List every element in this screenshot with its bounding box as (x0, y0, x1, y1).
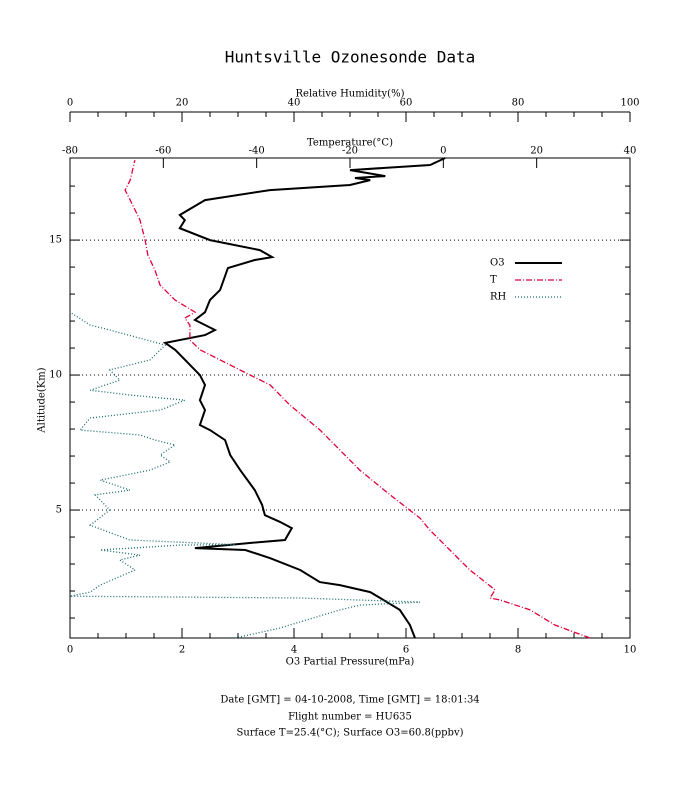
y-tick-label: 15 (49, 235, 62, 246)
y-tick-label: 5 (56, 505, 62, 516)
x-tick-label: 6 (403, 645, 409, 656)
x-tick-label: 4 (291, 645, 297, 656)
legend-label: T (490, 275, 497, 286)
series-line (162, 157, 446, 639)
x2-tick-label: 20 (176, 98, 189, 109)
x2-tick-label: 40 (288, 98, 301, 109)
x3-tick-label: 0 (440, 146, 446, 157)
plot-frame (69, 157, 631, 639)
footer-line: Date [GMT] = 04-10-2008, Time [GMT] = 18… (220, 695, 479, 706)
y-tick-label: 10 (49, 370, 62, 381)
x-tick-label: 2 (179, 645, 185, 656)
legend-label: O3 (490, 258, 505, 269)
x2-tick-label: 80 (512, 98, 525, 109)
x3-tick-label: -40 (249, 146, 265, 157)
x-tick-label: 10 (624, 645, 637, 656)
legend-label: RH (490, 292, 507, 303)
x-tick-label: 8 (515, 645, 521, 656)
x3-axis-label: Temperature(°C) (307, 138, 393, 149)
x-tick-label: 0 (67, 645, 73, 656)
footer-line: Surface T=25.4(°C); Surface O3=60.8(ppbv… (236, 728, 463, 739)
x3-tick-label: -20 (342, 146, 358, 157)
x3-tick-label: -80 (62, 146, 78, 157)
y-axis-label: Altitude(Km) (37, 367, 48, 433)
chart-title: Huntsville Ozonesonde Data (225, 48, 475, 67)
footer-line: Flight number = HU635 (288, 712, 412, 723)
series-line (124, 160, 591, 639)
x3-tick-label: 20 (530, 146, 543, 157)
x2-tick-label: 60 (400, 98, 413, 109)
series-line (69, 311, 421, 639)
x2-tick-label: 100 (620, 98, 639, 109)
x3-tick-label: 40 (624, 146, 637, 157)
x3-tick-label: -60 (155, 146, 171, 157)
x2-axis-label: Relative Humidity(%) (296, 89, 405, 100)
x2-tick-label: 0 (67, 98, 73, 109)
x-axis-label: O3 Partial Pressure(mPa) (286, 657, 415, 668)
